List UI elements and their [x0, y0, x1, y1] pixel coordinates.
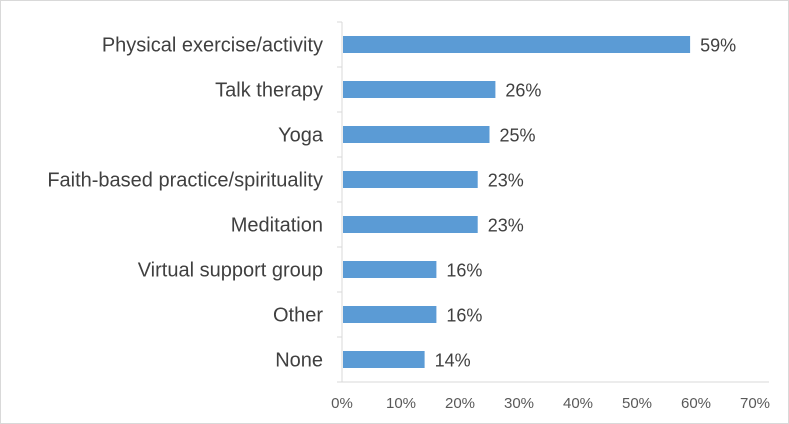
category-label: Talk therapy: [215, 80, 323, 102]
x-tick-label: 20%: [445, 395, 475, 412]
bar: [343, 261, 437, 278]
data-label: 23%: [488, 216, 524, 236]
x-tick-label: 40%: [563, 395, 593, 412]
category-label: Physical exercise/activity: [102, 35, 323, 57]
category-label: None: [275, 350, 323, 372]
bar: [343, 36, 691, 53]
data-label: 25%: [500, 126, 536, 146]
x-tick-label: 30%: [504, 395, 534, 412]
data-label: 59%: [700, 36, 736, 56]
bar: [343, 216, 478, 233]
data-label: 23%: [488, 171, 524, 191]
x-tick-label: 50%: [622, 395, 652, 412]
bar: [343, 306, 437, 323]
axis-layer: [337, 21, 769, 383]
bar: [343, 126, 490, 143]
category-label: Faith-based practice/spirituality: [47, 170, 323, 192]
data-label: 16%: [446, 261, 482, 281]
x-tick-label: 10%: [386, 395, 416, 412]
bar: [343, 81, 496, 98]
category-label: Other: [273, 305, 323, 327]
category-label: Virtual support group: [138, 260, 323, 282]
category-label: Yoga: [278, 125, 324, 147]
x-tick-label: 0%: [331, 395, 353, 412]
data-label: 16%: [446, 306, 482, 326]
data-label: 26%: [505, 81, 541, 101]
bar: [343, 351, 425, 368]
category-label: Meditation: [231, 215, 323, 237]
bar: [343, 171, 478, 188]
bars-layer: [343, 36, 691, 368]
x-tick-label: 70%: [740, 395, 770, 412]
x-tick-label: 60%: [681, 395, 711, 412]
labels-layer: 0% 10% 20% 30% 40% 50% 60% 70% Physical exercise…: [47, 35, 770, 413]
data-label: 14%: [435, 351, 471, 371]
